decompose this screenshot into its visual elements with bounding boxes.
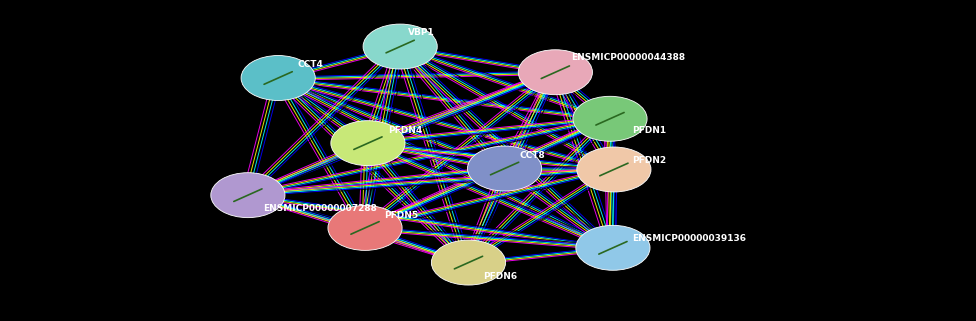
Ellipse shape [241,56,315,100]
Text: PFDN6: PFDN6 [483,272,517,281]
Ellipse shape [331,121,405,166]
Text: PFDN4: PFDN4 [388,126,423,134]
Text: CCT4: CCT4 [298,60,324,69]
Ellipse shape [431,240,506,285]
Text: PFDN2: PFDN2 [632,156,667,165]
Text: ENSMICP00000044388: ENSMICP00000044388 [571,53,685,62]
Text: CCT8: CCT8 [519,151,545,160]
Ellipse shape [576,225,650,270]
Text: VBP1: VBP1 [408,28,434,37]
Ellipse shape [577,147,651,192]
Ellipse shape [518,50,592,95]
Ellipse shape [573,96,647,141]
Text: ENSMICP00000039136: ENSMICP00000039136 [632,234,747,243]
Ellipse shape [211,173,285,218]
Ellipse shape [328,205,402,250]
Ellipse shape [363,24,437,69]
Text: PFDN5: PFDN5 [385,211,419,220]
Text: ENSMICP00000007288: ENSMICP00000007288 [264,204,378,213]
Text: PFDN1: PFDN1 [632,126,667,134]
Ellipse shape [468,146,542,191]
